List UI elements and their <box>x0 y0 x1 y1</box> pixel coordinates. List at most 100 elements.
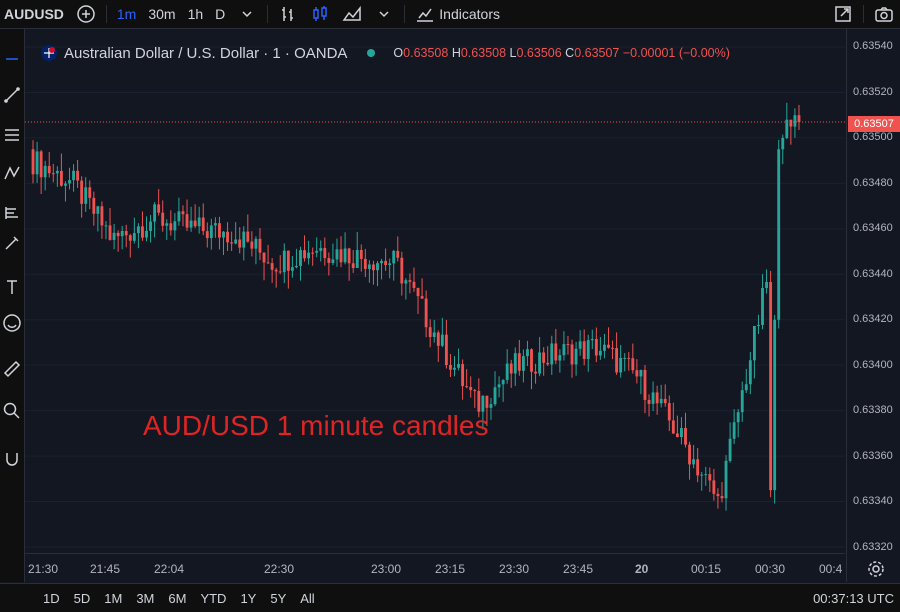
candle-body <box>189 220 193 228</box>
interval-dropdown[interactable] <box>231 0 263 28</box>
candle-body <box>643 369 647 400</box>
candle-body <box>295 265 298 268</box>
candle-body <box>303 250 306 259</box>
low-label: L <box>509 46 517 60</box>
symbol-search[interactable]: AUDUSD <box>4 6 64 22</box>
open-label: O <box>393 46 404 60</box>
candle-body <box>396 250 400 258</box>
candle-body <box>603 344 606 351</box>
ruler-icon[interactable] <box>2 359 22 379</box>
time-tick: 23:00 <box>371 562 402 576</box>
trend-line-icon[interactable] <box>2 85 22 105</box>
time-tick: 00:15 <box>691 562 722 576</box>
range-5y[interactable]: 5Y <box>270 590 287 606</box>
candle-body <box>582 341 586 359</box>
candle-body <box>635 370 639 377</box>
magnet-icon[interactable] <box>2 449 22 469</box>
axis-settings-icon[interactable] <box>866 559 886 579</box>
brush-icon[interactable] <box>2 233 22 253</box>
candle-body <box>785 119 789 138</box>
interval-d[interactable]: D <box>215 6 226 22</box>
price-axis[interactable]: 0.63540 0.63520 0.63500 0.63480 0.63460 … <box>846 29 900 582</box>
candle-body <box>761 287 764 325</box>
candle-body <box>416 287 420 297</box>
close-label: C <box>565 46 575 60</box>
candle-body <box>469 386 473 391</box>
range-3m[interactable]: 3M <box>136 590 155 606</box>
candle-body <box>88 187 92 198</box>
market-status-dot[interactable] <box>367 49 376 57</box>
candle-body <box>205 231 209 239</box>
candle-body <box>169 223 173 231</box>
candle-body <box>108 225 112 240</box>
forecast-icon[interactable] <box>2 203 22 223</box>
symbol-description[interactable]: Australian Dollar / U.S. Dollar · 1 · OA… <box>64 44 348 62</box>
candle-body <box>769 281 773 491</box>
range-all[interactable]: All <box>300 590 315 606</box>
chart-pane[interactable] <box>25 29 845 553</box>
candle-body <box>230 242 234 244</box>
candle-body <box>404 280 408 284</box>
candle-body <box>51 173 55 175</box>
range-ytd[interactable]: YTD <box>200 590 227 606</box>
range-1y[interactable]: 1Y <box>240 590 257 606</box>
utc-clock[interactable]: 00:37:13 UTC <box>813 591 894 606</box>
chart-annotation: AUD/USD 1 minute candles <box>143 410 489 441</box>
candle-body <box>704 474 708 476</box>
indicators-label: Indicators <box>439 6 500 22</box>
chart-type-dropdown[interactable] <box>368 0 400 28</box>
candle-body <box>100 206 104 226</box>
candle-body <box>692 459 696 465</box>
candle-body <box>209 225 213 239</box>
fib-lines-icon[interactable] <box>2 125 22 145</box>
candle-body <box>566 344 570 346</box>
candle-body <box>773 319 777 491</box>
range-6m[interactable]: 6M <box>168 590 187 606</box>
bar-chart-type-button[interactable] <box>272 0 304 28</box>
candle-body <box>590 339 594 341</box>
candle-body <box>748 360 752 385</box>
candle-body <box>623 357 627 359</box>
candle-body <box>226 231 229 243</box>
candle-body <box>611 347 614 349</box>
interval-1h[interactable]: 1h <box>187 6 204 22</box>
interval-1m[interactable]: 1m <box>116 6 137 22</box>
range-1d[interactable]: 1D <box>43 590 60 606</box>
screenshot-button[interactable] <box>868 0 900 28</box>
candle-body <box>331 259 335 263</box>
candle-body <box>550 343 554 365</box>
candle-body <box>631 358 635 371</box>
indicators-button[interactable]: Indicators <box>409 0 506 28</box>
candlestick-plot[interactable] <box>25 29 845 553</box>
camera-icon <box>875 7 893 22</box>
candle-body <box>367 264 371 269</box>
candle-chart-type-button[interactable] <box>304 0 336 28</box>
candle-body <box>789 119 793 127</box>
price-tick: 0.63380 <box>853 404 893 416</box>
range-5d[interactable]: 5D <box>73 590 91 606</box>
candle-body <box>319 248 323 251</box>
candle-body <box>327 258 331 263</box>
text-icon[interactable] <box>2 277 22 297</box>
crosshair-icon[interactable] <box>2 49 22 69</box>
range-1m[interactable]: 1M <box>104 590 123 606</box>
candle-body <box>92 197 96 214</box>
candle-body <box>546 362 550 365</box>
candle-body <box>501 379 505 385</box>
candle-body <box>485 395 489 408</box>
candle-body <box>505 363 509 380</box>
area-chart-type-button[interactable] <box>336 0 368 28</box>
compare-symbol-button[interactable] <box>70 0 102 28</box>
candle-body <box>213 223 217 226</box>
snapshot-link-button[interactable] <box>827 0 859 28</box>
candle-body <box>647 399 651 404</box>
time-axis[interactable]: 21:30 21:45 22:04 22:30 23:00 23:15 23:3… <box>25 553 845 583</box>
interval-30m[interactable]: 30m <box>148 6 176 22</box>
candle-body <box>530 349 533 372</box>
candle-body <box>343 248 347 263</box>
zoom-icon[interactable] <box>2 401 22 421</box>
pattern-icon[interactable] <box>2 163 22 183</box>
time-tick-day: 20 <box>635 562 649 576</box>
emoji-icon[interactable] <box>2 313 22 333</box>
candle-body <box>286 250 290 271</box>
